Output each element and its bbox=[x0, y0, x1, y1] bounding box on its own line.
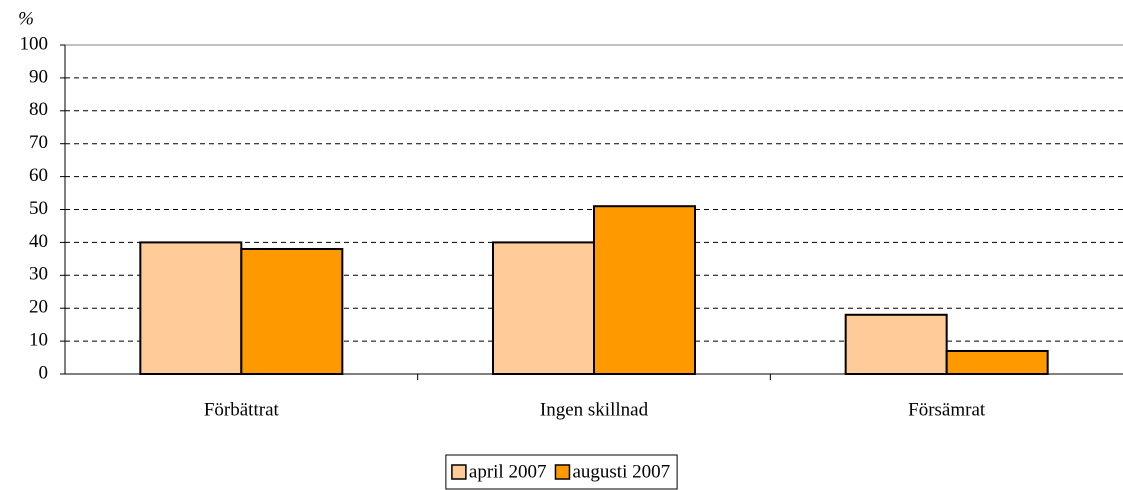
bar bbox=[844, 313, 948, 375]
bar bbox=[593, 205, 696, 375]
legend-label: april 2007 bbox=[469, 461, 547, 482]
y-tick-label: 0 bbox=[39, 362, 49, 383]
x-tick-label: Förbättrat bbox=[204, 399, 280, 420]
y-tick-label: 40 bbox=[29, 231, 48, 252]
y-tick-label: 10 bbox=[29, 329, 48, 350]
legend-label: augusti 2007 bbox=[572, 461, 670, 482]
bar bbox=[240, 247, 344, 375]
x-tick-label: Försämrat bbox=[908, 399, 986, 420]
y-tick-label: 80 bbox=[29, 99, 48, 120]
bar bbox=[945, 349, 1049, 376]
legend-swatch bbox=[554, 464, 571, 480]
x-tick-label: Ingen skillnad bbox=[540, 399, 649, 420]
bar bbox=[139, 241, 243, 375]
y-tick-label: 100 bbox=[20, 33, 49, 54]
y-tick-label: 90 bbox=[29, 66, 48, 87]
y-tick-label: 50 bbox=[29, 198, 48, 219]
bar bbox=[492, 241, 595, 375]
legend-swatch bbox=[451, 464, 467, 480]
y-tick-label: 30 bbox=[29, 264, 48, 285]
y-tick-label: 20 bbox=[29, 297, 48, 318]
y-axis-label: % bbox=[18, 8, 34, 29]
y-tick-label: 60 bbox=[29, 165, 48, 186]
y-tick-label: 70 bbox=[29, 132, 48, 153]
